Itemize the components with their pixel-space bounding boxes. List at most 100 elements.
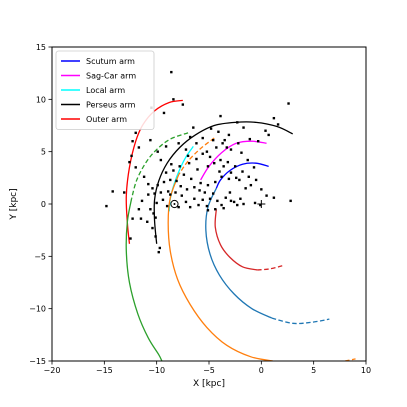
source-point [172,98,175,101]
y-tick-label: −15 [29,357,46,366]
source-point [219,114,222,118]
source-point [178,165,181,168]
source-point [142,175,146,178]
arm-curves [125,99,356,361]
source-point [206,209,210,212]
x-tick-label: −15 [96,366,113,375]
maser-sources [105,70,292,254]
source-point [220,175,223,178]
x-tick-label: −20 [44,366,61,375]
source-point [220,203,223,207]
source-point [197,203,200,207]
source-point [265,194,268,197]
source-point [246,158,249,162]
y-axis-label: Y [kpc] [9,188,19,220]
source-point [146,220,149,223]
source-point [177,142,180,145]
source-point [252,166,256,169]
source-point [242,126,245,129]
source-point [205,204,209,208]
source-point [287,102,290,105]
source-point [190,177,193,181]
source-point [188,205,192,209]
curve-perseus-arm-7 [153,121,294,244]
source-point [162,111,166,115]
x-axis-label: X [kpc] [193,379,225,389]
source-point [228,191,232,194]
source-point [164,171,168,174]
source-point [198,189,201,192]
source-point [153,192,156,195]
x-axis: −20 −15 −10 −5 0 5 10 [44,361,371,375]
source-point [188,135,192,139]
source-point [247,175,250,178]
source-point [139,217,143,220]
source-point [170,70,173,74]
source-point [211,192,215,195]
source-point [254,178,258,182]
source-point [155,201,158,205]
source-point [123,191,126,194]
source-point [195,142,198,145]
legend-label-outer-arm: Outer arm [86,115,127,124]
source-point [156,150,159,153]
source-point [157,250,160,254]
source-point [232,200,236,204]
curve-scutum-arm-modelled-1 [205,188,273,319]
source-point [151,226,154,230]
source-point [238,178,241,182]
source-point [227,177,231,181]
source-point [213,161,216,165]
y-tick-label: 0 [41,200,46,209]
source-point [154,216,157,219]
source-point [137,146,141,149]
source-point [149,138,152,142]
source-point [223,138,226,142]
source-point [229,199,233,203]
source-point [224,196,227,199]
source-point [166,190,170,193]
legend: Scutum arm Sag-Car arm Local arm Perseus ar… [55,50,155,130]
source-point [111,190,114,193]
source-point [169,178,172,182]
source-point [219,158,222,162]
y-tick-label: 5 [41,148,46,157]
y-tick-label: 10 [36,95,46,104]
curve-outer-arm-modelled-12 [130,132,189,199]
source-point [165,204,169,208]
source-point [158,246,162,250]
source-point [276,123,280,126]
source-point [264,129,267,132]
source-point [217,130,220,133]
source-point [216,199,219,203]
source-point [199,181,202,185]
curve-outer-arm-11 [125,99,183,244]
sun-marker [170,199,179,209]
source-point [164,145,168,148]
source-point [236,203,239,207]
source-point [149,208,152,211]
x-tick-label: 10 [361,366,371,375]
source-point [182,173,186,176]
source-point [180,194,183,197]
source-point [208,155,212,159]
source-point [130,154,133,158]
source-point [221,142,224,145]
legend-label-scutum-arm: Scutum arm [86,57,135,66]
curve-outer-arm-modelled-13 [125,198,163,361]
x-tick-label: −5 [203,366,215,375]
legend-label-local-arm: Local arm [86,86,125,95]
source-point [105,204,108,208]
galactic-center-marker [257,200,266,208]
source-point [128,160,131,164]
source-point [236,121,239,124]
source-point [226,160,230,164]
source-point [203,191,207,194]
source-point [147,193,150,196]
source-point [241,170,244,173]
y-axis: −15 −10 −5 0 5 10 15 [29,43,52,366]
source-point [184,200,188,204]
source-point [193,186,196,189]
source-point [233,165,237,168]
